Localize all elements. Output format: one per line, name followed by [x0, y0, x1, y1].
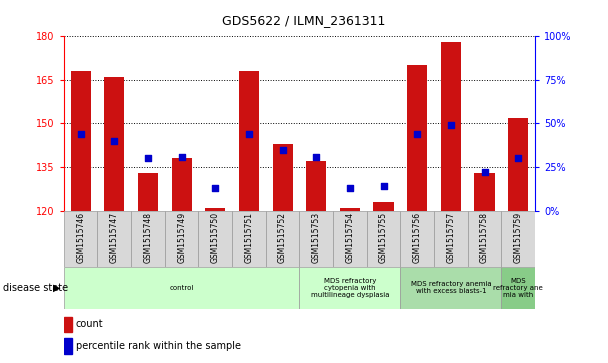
Bar: [502, 267, 535, 309]
Bar: [64, 211, 97, 267]
Text: MDS refractory anemia
with excess blasts-1: MDS refractory anemia with excess blasts…: [410, 281, 491, 294]
Point: [143, 155, 153, 161]
Bar: [64, 338, 72, 354]
Text: GSM1515759: GSM1515759: [514, 212, 523, 263]
Point: [278, 147, 288, 152]
Bar: [441, 42, 461, 211]
Text: GSM1515747: GSM1515747: [110, 212, 119, 263]
Text: GSM1515756: GSM1515756: [413, 212, 422, 263]
Bar: [306, 161, 326, 211]
Bar: [340, 208, 360, 211]
Text: count: count: [75, 319, 103, 329]
Bar: [407, 65, 427, 211]
Bar: [171, 158, 192, 211]
Text: GSM1515758: GSM1515758: [480, 212, 489, 263]
Bar: [64, 317, 72, 332]
Bar: [474, 173, 495, 211]
Bar: [508, 118, 528, 211]
Point: [244, 131, 254, 137]
Bar: [198, 211, 232, 267]
Point: [76, 131, 86, 137]
Point: [177, 154, 187, 159]
Bar: [71, 71, 91, 211]
Point: [412, 131, 422, 137]
Bar: [64, 267, 299, 309]
Point: [345, 185, 355, 191]
Point: [379, 183, 389, 189]
Text: GSM1515755: GSM1515755: [379, 212, 388, 263]
Text: GSM1515757: GSM1515757: [446, 212, 455, 263]
Text: GSM1515751: GSM1515751: [244, 212, 254, 263]
Text: GSM1515752: GSM1515752: [278, 212, 287, 263]
Text: GSM1515750: GSM1515750: [211, 212, 220, 263]
Text: ▶: ▶: [54, 283, 61, 293]
Bar: [266, 211, 299, 267]
Text: GSM1515753: GSM1515753: [312, 212, 321, 263]
Bar: [299, 211, 333, 267]
Text: MDS
refractory ane
mia with: MDS refractory ane mia with: [493, 278, 543, 298]
Bar: [232, 211, 266, 267]
Text: disease state: disease state: [3, 283, 68, 293]
Bar: [401, 267, 502, 309]
Bar: [333, 211, 367, 267]
Bar: [434, 211, 468, 267]
Text: control: control: [170, 285, 194, 291]
Text: GSM1515748: GSM1515748: [143, 212, 153, 263]
Bar: [272, 144, 292, 211]
Text: MDS refractory
cytopenia with
multilineage dysplasia: MDS refractory cytopenia with multilinea…: [311, 278, 389, 298]
Point: [210, 185, 220, 191]
Text: GDS5622 / ILMN_2361311: GDS5622 / ILMN_2361311: [223, 15, 385, 28]
Bar: [468, 211, 502, 267]
Bar: [97, 211, 131, 267]
Bar: [205, 208, 226, 211]
Point: [480, 169, 489, 175]
Point: [513, 155, 523, 161]
Bar: [367, 211, 401, 267]
Bar: [239, 71, 259, 211]
Bar: [165, 211, 198, 267]
Bar: [104, 77, 125, 211]
Point: [109, 138, 119, 144]
Text: GSM1515754: GSM1515754: [345, 212, 354, 263]
Point: [311, 154, 321, 159]
Bar: [502, 211, 535, 267]
Point: [446, 122, 456, 128]
Bar: [138, 173, 158, 211]
Bar: [131, 211, 165, 267]
Bar: [373, 202, 393, 211]
Bar: [299, 267, 401, 309]
Text: GSM1515749: GSM1515749: [177, 212, 186, 263]
Text: percentile rank within the sample: percentile rank within the sample: [75, 341, 241, 351]
Bar: [401, 211, 434, 267]
Text: GSM1515746: GSM1515746: [76, 212, 85, 263]
